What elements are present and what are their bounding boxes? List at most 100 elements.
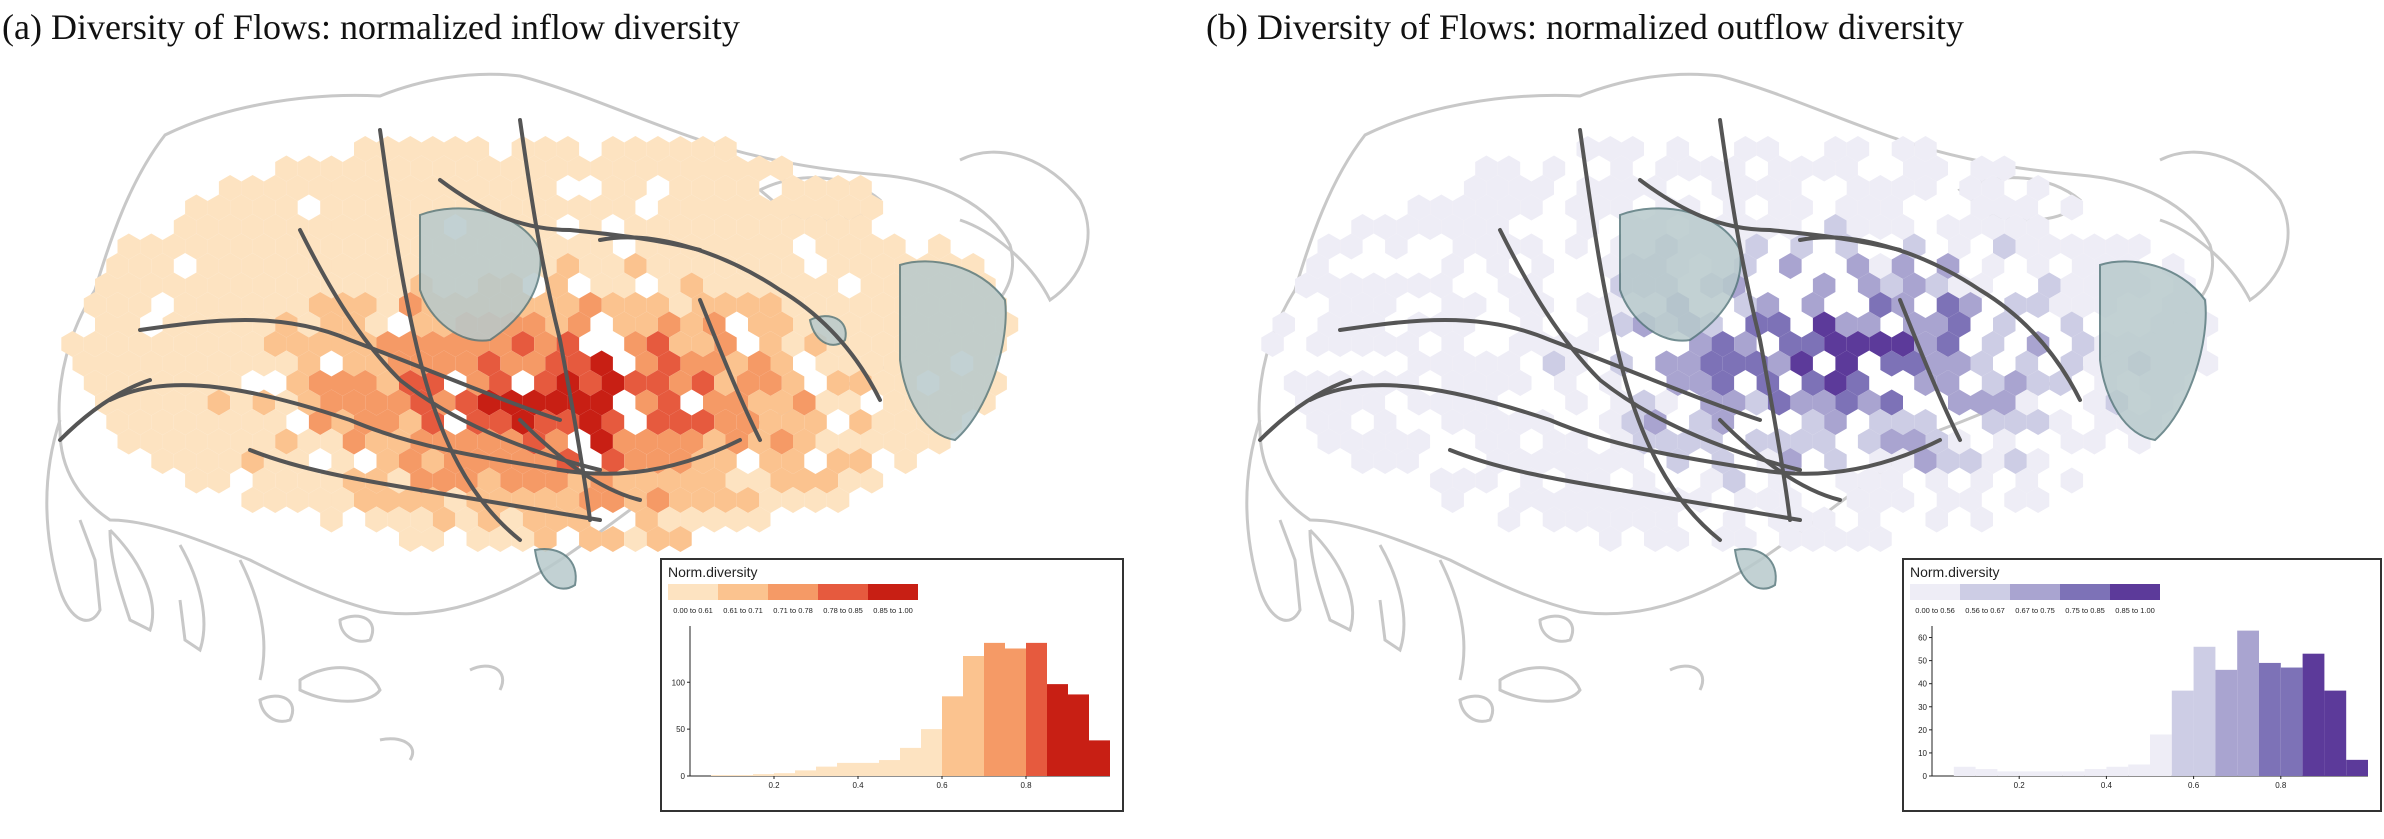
hex-cell xyxy=(725,272,748,299)
hex-cell xyxy=(399,253,422,279)
hex-cell xyxy=(579,526,602,552)
hex-cell xyxy=(365,272,388,299)
hex-cell xyxy=(1430,311,1453,338)
hex-cell xyxy=(1925,155,1948,182)
hex-cell xyxy=(421,136,444,162)
hex-cell xyxy=(1857,272,1881,299)
hex-cell xyxy=(230,194,253,221)
hex-cell xyxy=(657,389,681,416)
hist-bar xyxy=(753,774,774,776)
hist-x-tick-label: 0.2 xyxy=(2014,781,2026,790)
hex-cell xyxy=(275,350,298,377)
hex-cell xyxy=(860,233,884,260)
hex-cell xyxy=(860,194,884,221)
hex-cell xyxy=(1880,428,1903,455)
hex-cell xyxy=(2004,448,2027,474)
hex-cell xyxy=(477,506,501,533)
hist-y-tick-label: 10 xyxy=(1918,749,1927,758)
hex-cell xyxy=(263,214,287,240)
hex-cell xyxy=(151,331,174,357)
hex-cell xyxy=(1317,311,1341,338)
hex-cell xyxy=(489,175,512,201)
hex-cell xyxy=(646,136,670,162)
inflow-legend: Norm.diversity 0.00 to 0.61 0.61 to 0.71… xyxy=(660,558,1124,812)
hex-cell xyxy=(1340,389,1363,416)
hex-cell xyxy=(410,467,433,494)
hex-cell xyxy=(140,389,163,416)
hex-cell xyxy=(1373,370,1397,396)
hist-y-tick-label: 50 xyxy=(676,725,685,734)
hex-cell xyxy=(894,409,917,435)
inflow-histogram: 0.2 0.4 0.6 0.8 0 50 100 xyxy=(672,626,1110,790)
hex-cell xyxy=(128,331,152,357)
hex-cell xyxy=(871,409,895,435)
hist-bar xyxy=(2324,690,2347,776)
hex-cell xyxy=(185,467,208,494)
legend-swatch-4 xyxy=(818,584,868,600)
hex-cell xyxy=(703,506,726,533)
hex-cell xyxy=(2105,233,2129,260)
hex-cell xyxy=(95,311,118,338)
hist-bar xyxy=(1005,648,1026,776)
hex-cell xyxy=(399,526,422,552)
hex-cell xyxy=(1373,292,1397,318)
hex-cell xyxy=(1970,155,1993,182)
hex-cell xyxy=(354,370,377,396)
hex-cell xyxy=(365,506,388,533)
hex-cell xyxy=(61,331,84,357)
hex-cell xyxy=(354,292,377,318)
hex-cell xyxy=(624,136,647,162)
hex-cell xyxy=(1734,136,1757,162)
hist-x-tick-label: 0.6 xyxy=(2188,781,2200,790)
hex-cell xyxy=(117,272,141,299)
hex-cell xyxy=(1711,370,1735,396)
hex-cell xyxy=(1497,350,1521,377)
hex-cell xyxy=(1857,194,1881,221)
hex-cell xyxy=(1621,448,1644,474)
hex-cell xyxy=(1508,175,1532,201)
hex-cell xyxy=(1621,175,1644,201)
hex-cell xyxy=(83,331,107,357)
hist-bar xyxy=(774,773,795,776)
hex-cell xyxy=(669,214,692,240)
hex-cell xyxy=(545,467,568,494)
hex-cell xyxy=(781,409,805,435)
hex-cell xyxy=(1812,155,1836,182)
hex-cell xyxy=(1463,370,1487,396)
hex-cell xyxy=(1486,175,1509,201)
hex-cell xyxy=(1610,155,1633,182)
hex-cell xyxy=(838,389,861,416)
hex-cell xyxy=(781,487,805,513)
hist-bar xyxy=(2346,759,2368,776)
hex-cell xyxy=(691,214,715,240)
hex-cell xyxy=(1632,467,1656,494)
hex-cell xyxy=(308,409,332,435)
hex-cell xyxy=(106,292,129,318)
hex-cell xyxy=(1981,175,2005,201)
hex-cell xyxy=(1767,350,1791,377)
hex-cell xyxy=(905,428,929,455)
hex-cell xyxy=(1869,292,1892,318)
hex-cell xyxy=(117,233,141,260)
hex-cell xyxy=(838,428,861,455)
hist-y-tick-label: 60 xyxy=(1918,634,1927,643)
hex-cell xyxy=(1812,428,1836,455)
hex-cell xyxy=(1497,506,1521,533)
hex-cell xyxy=(1914,136,1937,162)
hex-cell xyxy=(748,506,771,533)
hex-cell xyxy=(365,233,388,260)
hex-cell xyxy=(646,331,670,357)
hex-cell xyxy=(1351,448,1374,474)
hex-cell xyxy=(1767,155,1791,182)
hex-cell xyxy=(838,194,861,221)
legend-swatch-2 xyxy=(718,584,768,600)
hist-bar xyxy=(2280,667,2303,776)
hex-cell xyxy=(1970,194,1993,221)
hex-cell xyxy=(759,370,782,396)
hex-cell xyxy=(691,331,715,357)
hex-cell xyxy=(1587,506,1611,533)
hex-cell xyxy=(793,194,816,221)
hist-x-tick-label: 0.8 xyxy=(1020,781,1032,790)
hex-cell xyxy=(2015,467,2039,494)
hex-cell xyxy=(342,272,366,299)
